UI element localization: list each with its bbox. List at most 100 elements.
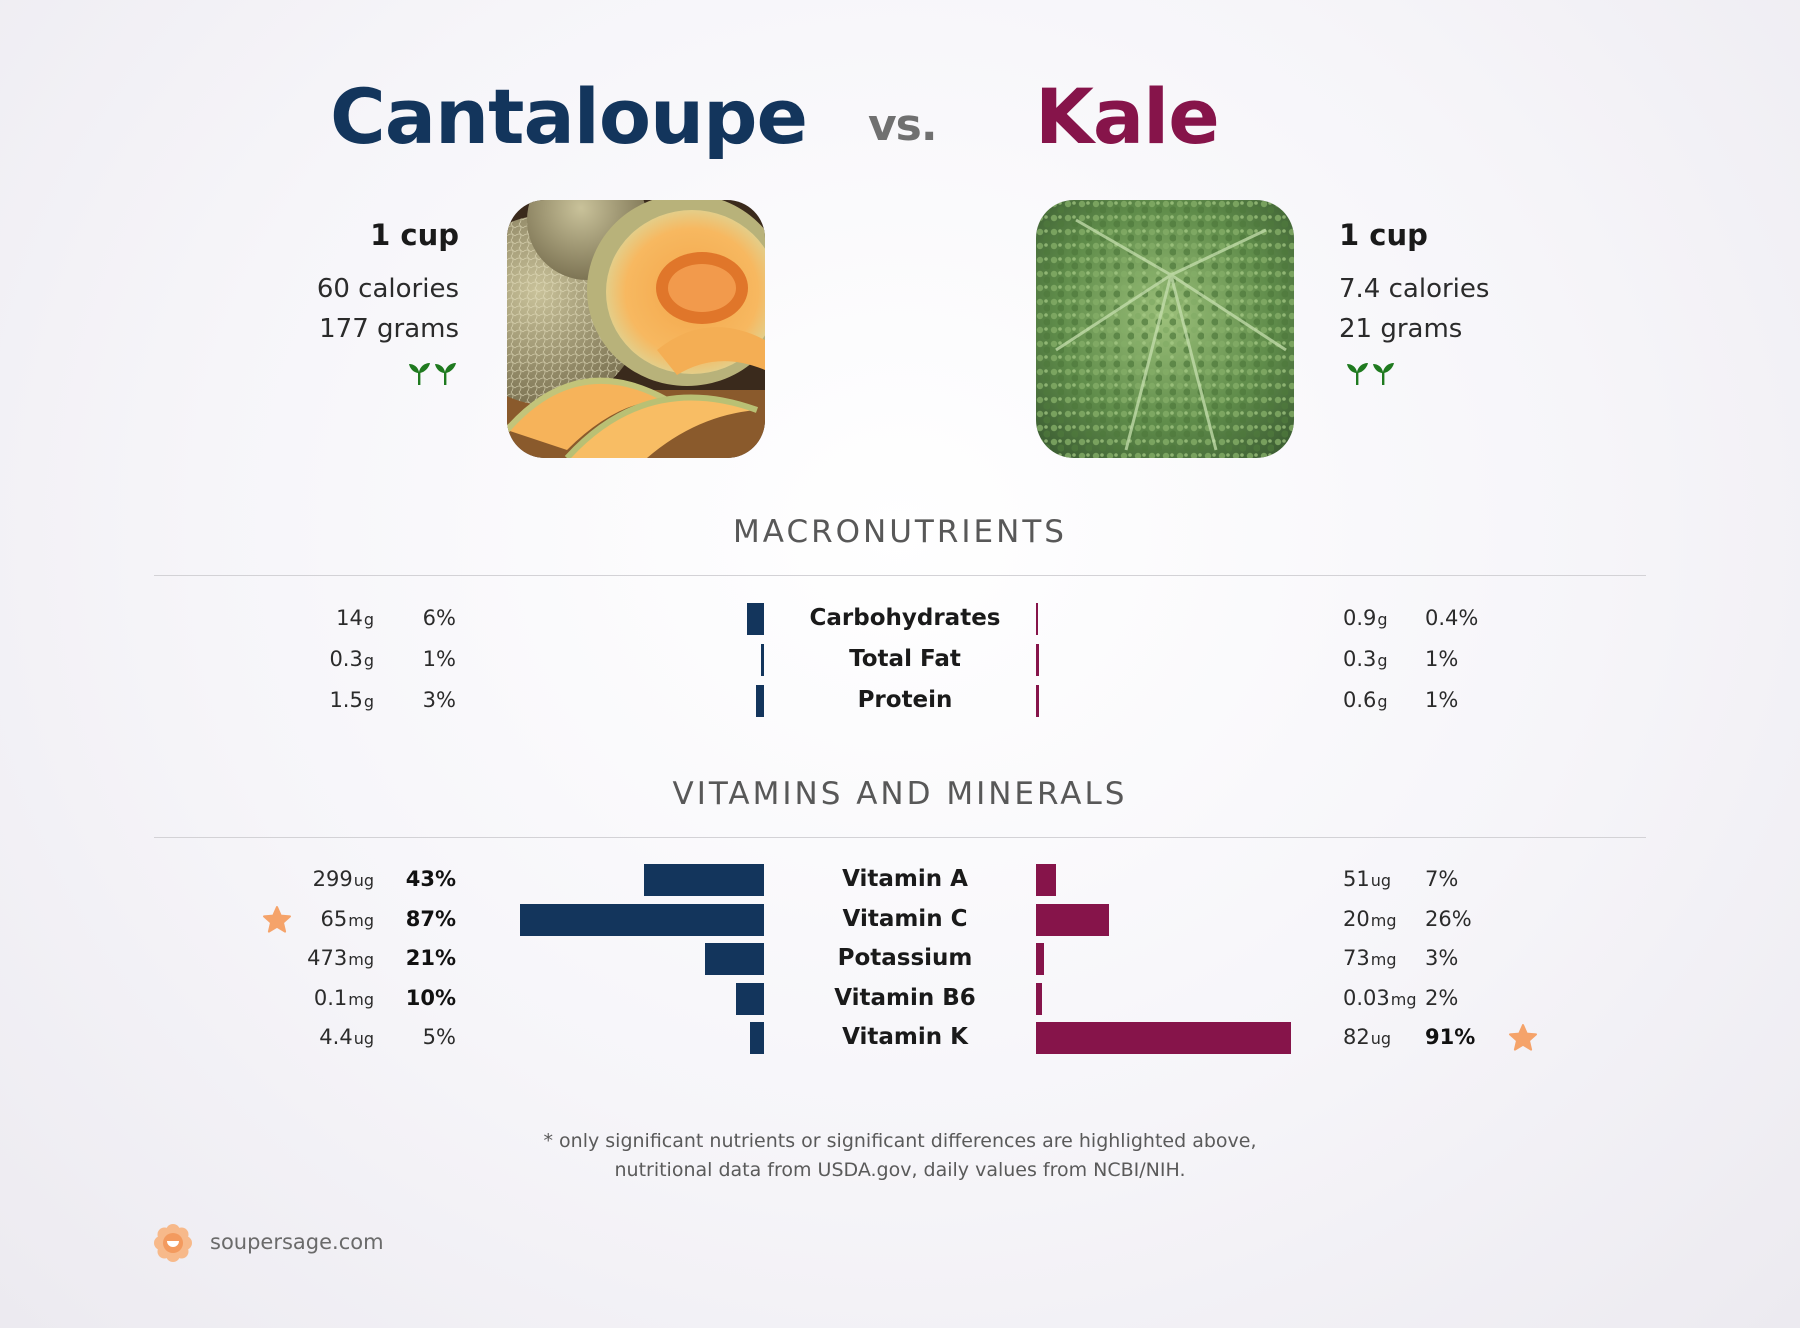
nutrient-value: 0.6 [1343,688,1377,712]
nutrient-value: 4.4 [319,1025,353,1049]
food-a-amount: 1.5g [329,688,374,712]
food-b-bar [1036,1022,1291,1054]
nutrient-label: Protein [857,687,953,713]
nutrient-unit: mg [1390,989,1417,1009]
food-a-percent: 21% [405,946,456,970]
nutrient-value: 20 [1343,906,1370,931]
food-b-percent: 2% [1425,985,1459,1010]
soupersage-logo-icon [154,1224,192,1262]
food-b-percent: 26% [1425,906,1472,931]
food-b-percent: 0.4% [1425,606,1479,630]
nutrient-label: Potassium [837,945,973,971]
nutrient-value: 51 [1343,867,1370,891]
food-b-bar [1036,644,1039,676]
nutrient-unit: mg [1370,910,1397,930]
nutrient-unit: ug [1370,871,1392,890]
food-b-amount: 0.3g [1343,647,1388,671]
food-a-amount: 14g [336,606,374,630]
food-b-calories: 7.4 calories [1339,274,1490,304]
cantaloupe-photo [507,200,765,458]
food-a-amount: 0.1mg [314,986,374,1010]
nutrient-value: 73 [1343,946,1370,970]
nutrient-unit: g [363,651,374,670]
nutrient-unit: mg [348,910,374,930]
food-a-title: Cantaloupe [330,72,808,161]
food-b-amount: 0.03mg [1343,986,1417,1010]
nutrient-value: 65 [320,906,348,931]
nutrient-unit: g [1377,651,1388,670]
nutrient-value: 1.5 [329,688,363,712]
food-a-amount: 299ug [313,867,374,891]
nutrient-value: 0.3 [1343,647,1377,671]
nutrient-unit: ug [353,1029,374,1048]
food-b-amount: 73mg [1343,946,1396,970]
food-b-bar [1036,943,1045,975]
food-b-bar [1036,982,1042,1015]
food-a-amount: 4.4ug [319,1025,374,1049]
brand-link[interactable]: soupersage.com [210,1230,384,1254]
nutrient-unit: mg [1370,950,1397,969]
vitamins-heading: VITAMINS AND MINERALS [672,776,1128,812]
food-a-percent: 1% [422,647,456,671]
nutrient-unit: mg [348,989,374,1009]
food-a-amount: 65mg [321,907,374,931]
food-b-bar [1036,603,1039,635]
nutrient-label: Vitamin B6 [834,984,976,1011]
sprout-icon [1347,363,1394,385]
nutrient-unit: g [363,610,374,629]
divider [154,575,1646,576]
divider [154,837,1646,838]
food-a-bar [705,943,764,975]
food-a-serving: 1 cup [370,218,459,252]
food-a-bar [750,1022,764,1054]
macronutrients-heading: MACRONUTRIENTS [733,514,1067,550]
star-icon [1509,1024,1537,1051]
food-b-percent: 3% [1425,946,1459,970]
sprout-icon [409,363,456,385]
food-a-bar [747,603,764,635]
footnote-line-2: nutritional data from USDA.gov, daily va… [614,1159,1186,1181]
food-b-serving: 1 cup [1339,218,1428,252]
food-b-percent: 91% [1425,1025,1476,1049]
nutrient-label: Vitamin C [842,905,968,932]
food-b-amount: 82ug [1343,1025,1391,1049]
food-a-bar [761,644,764,676]
nutrient-value: 0.03 [1343,985,1390,1010]
nutrient-unit: g [1377,610,1388,629]
food-a-calories: 60 calories [316,274,459,304]
food-b-title: Kale [1035,72,1220,161]
food-b-amount: 0.6g [1343,688,1388,712]
food-b-grams: 21 grams [1339,314,1463,344]
nutrient-value: 0.3 [329,647,363,671]
food-a-amount: 0.3g [329,647,374,671]
food-b-percent: 1% [1425,688,1459,712]
food-a-grams: 177 grams [319,314,459,344]
nutrient-unit: g [1377,692,1388,711]
nutrient-label: Total Fat [849,646,961,672]
food-b-amount: 20mg [1343,907,1396,931]
nutrient-unit: mg [348,950,374,969]
food-a-percent: 43% [405,867,456,891]
nutrient-value: 0.9 [1343,606,1377,630]
nutrient-value: 473 [307,946,348,970]
food-b-percent: 1% [1425,647,1459,671]
nutrient-label: Carbohydrates [809,605,1001,631]
food-b-bar [1036,685,1039,717]
food-a-bar [755,685,764,717]
food-a-percent: 5% [422,1025,456,1049]
food-a-amount: 473mg [307,946,374,970]
footnote-line-1: * only significant nutrients or signific… [543,1130,1257,1152]
nutrient-unit: ug [1370,1029,1392,1048]
kale-photo [1036,200,1294,458]
nutrient-label: Vitamin K [842,1024,968,1050]
food-a-percent: 6% [422,606,456,630]
nutrient-value: 14 [336,606,363,630]
food-a-bar [643,864,764,896]
food-a-percent: 10% [405,985,456,1010]
nutrient-value: 0.1 [313,985,348,1010]
food-b-bar [1036,864,1056,896]
nutrient-label: Vitamin A [842,866,968,892]
nutrient-value: 299 [312,867,353,891]
nutrient-value: 82 [1343,1025,1370,1049]
food-a-bar [736,982,764,1015]
